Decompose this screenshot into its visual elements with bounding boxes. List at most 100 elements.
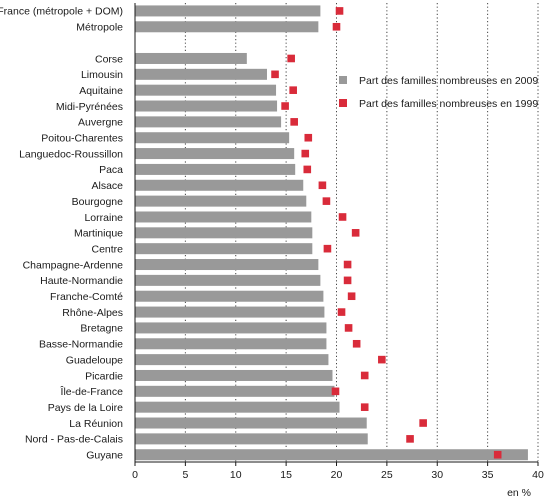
- bar-2009: [135, 211, 312, 223]
- category-label: Alsace: [91, 180, 123, 192]
- legend-swatch-1999: [339, 99, 347, 107]
- bar-2009: [135, 417, 367, 429]
- bar-2009: [135, 116, 282, 128]
- legend-swatch-2009: [339, 76, 347, 84]
- marker-1999: [338, 213, 347, 221]
- category-label: Midi-Pyrénées: [56, 101, 123, 113]
- marker-1999: [352, 339, 361, 348]
- bar-2009: [135, 385, 335, 397]
- category-label: Paca: [99, 164, 123, 176]
- marker-1999: [337, 308, 346, 316]
- marker-1999: [344, 324, 353, 332]
- category-label: Guyane: [86, 450, 123, 462]
- category-label: Métropole: [76, 22, 123, 34]
- category-label: Franche-Comté: [50, 291, 123, 303]
- bar-2009: [135, 449, 528, 461]
- marker-1999: [289, 86, 297, 94]
- marker-1999: [290, 118, 298, 126]
- x-tick-label: 40: [532, 469, 544, 481]
- marker-1999: [271, 70, 279, 79]
- legend: Part des familles nombreuses en 2009 Par…: [339, 75, 538, 110]
- bar-2009: [135, 433, 368, 445]
- bar-2009: [135, 306, 325, 318]
- marker-1999: [360, 371, 369, 380]
- x-tick-label: 20: [331, 469, 343, 481]
- x-axis: 0 5 10 15 20 25 30 35 40: [132, 3, 544, 481]
- category-label: France (métropole + DOM): [0, 6, 123, 18]
- marker-1999: [347, 292, 356, 301]
- category-label: Centre: [91, 243, 123, 255]
- marker-1999: [335, 7, 344, 15]
- bar-2009: [135, 21, 319, 33]
- category-label: La Réunion: [69, 418, 123, 430]
- category-label: Champagne-Ardenne: [23, 259, 124, 271]
- category-label: Corse: [95, 53, 123, 65]
- marker-1999: [493, 450, 502, 459]
- category-label: Picardie: [85, 370, 123, 382]
- category-label: Poitou-Charentes: [41, 133, 123, 145]
- marker-1999: [303, 165, 312, 174]
- bar-2009: [135, 100, 278, 112]
- marker-1999: [351, 229, 360, 237]
- marker-1999: [332, 22, 341, 31]
- markers-1999: [271, 7, 502, 459]
- x-tick-label: 30: [431, 469, 443, 481]
- category-label: Basse-Normandie: [39, 339, 123, 351]
- bars-2009: [135, 5, 528, 461]
- marker-1999: [378, 355, 386, 364]
- category-label: Rhône-Alpes: [62, 307, 123, 319]
- category-label: Limousin: [81, 69, 123, 81]
- marker-1999: [318, 181, 327, 190]
- bar-2009: [135, 354, 329, 366]
- bar-2009: [135, 274, 321, 286]
- bar-2009: [135, 401, 340, 413]
- x-tick-label: 35: [482, 469, 494, 481]
- bar-2009: [135, 259, 319, 271]
- category-label: Pays de la Loire: [48, 402, 123, 414]
- marker-1999: [360, 403, 369, 411]
- x-axis-unit: en %: [507, 487, 531, 499]
- category-label: Île-de-France: [60, 385, 124, 398]
- marker-1999: [322, 197, 331, 205]
- x-tick-label: 25: [381, 469, 393, 481]
- bar-2009: [135, 5, 321, 17]
- marker-1999: [281, 102, 289, 110]
- bar-2009: [135, 338, 327, 350]
- bar-2009: [135, 132, 290, 144]
- marker-1999: [287, 54, 295, 63]
- category-label: Languedoc-Roussillon: [19, 148, 123, 160]
- category-label: Haute-Normandie: [40, 275, 123, 287]
- marker-1999: [301, 149, 310, 158]
- category-label: Bourgogne: [72, 196, 124, 208]
- marker-1999: [343, 276, 352, 285]
- category-label: Aquitaine: [79, 85, 123, 97]
- x-tick-label: 0: [132, 469, 138, 481]
- x-tick-label: 15: [280, 469, 292, 481]
- marker-1999: [343, 260, 352, 269]
- x-tick-label: 10: [230, 469, 242, 481]
- bar-2009: [135, 369, 333, 381]
- category-label: Lorraine: [84, 212, 123, 224]
- bar-2009: [135, 148, 295, 160]
- category-label: Auvergne: [78, 117, 123, 129]
- x-tick-label: 5: [182, 469, 188, 481]
- category-labels: France (métropole + DOM) Métropole Corse Li…: [0, 6, 123, 462]
- category-label: Martinique: [74, 228, 123, 240]
- bar-2009: [135, 68, 267, 80]
- marker-1999: [406, 435, 414, 443]
- marker-1999: [419, 419, 427, 427]
- bar-2009: [135, 290, 324, 302]
- marker-1999: [323, 244, 332, 253]
- category-label: Nord - Pas-de-Calais: [25, 434, 123, 446]
- bar-2009: [135, 84, 277, 96]
- bar-2009: [135, 195, 307, 207]
- bar-2009: [135, 52, 247, 64]
- bar-2009: [135, 322, 327, 334]
- category-label: Bretagne: [80, 323, 123, 335]
- bar-2009: [135, 179, 304, 191]
- bar-2009: [135, 163, 296, 175]
- bar-2009: [135, 243, 313, 255]
- legend-label-2009: Part des familles nombreuses en 2009: [359, 75, 538, 87]
- legend-label-1999: Part des familles nombreuses en 1999: [359, 98, 538, 110]
